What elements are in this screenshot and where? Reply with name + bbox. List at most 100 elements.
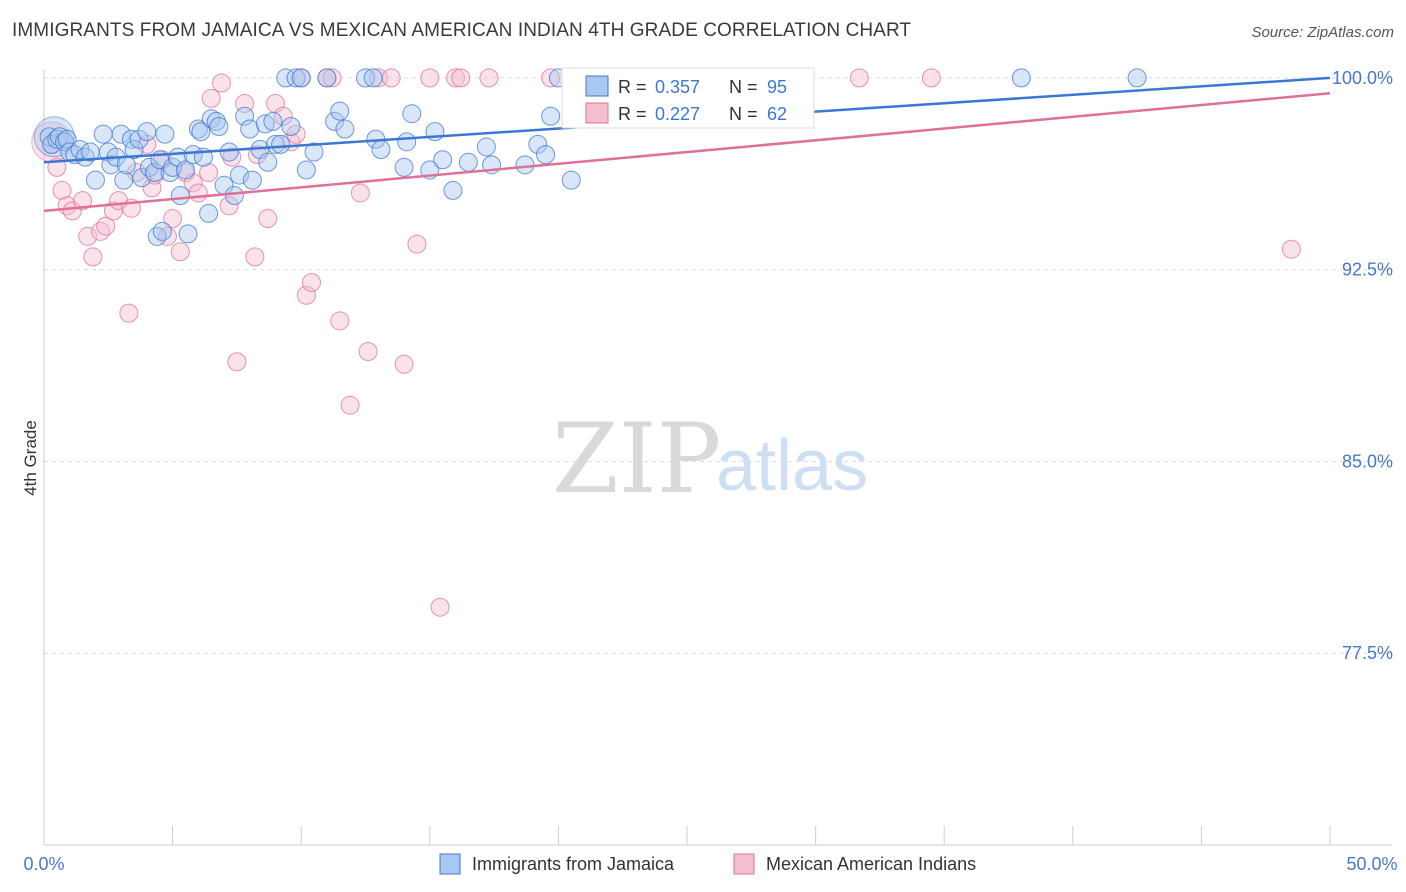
point-immigrants-from-jamaica bbox=[356, 68, 375, 88]
point-mexican-american-indians bbox=[78, 226, 98, 246]
point-immigrants-from-jamaica bbox=[371, 139, 391, 159]
point-mexican-american-indians bbox=[446, 68, 466, 88]
point-mexican-american-indians bbox=[119, 303, 139, 323]
point-mexican-american-indians bbox=[199, 163, 219, 183]
point-mexican-american-indians bbox=[247, 145, 267, 165]
watermark-atlas: atlas bbox=[716, 426, 868, 506]
stats-legend: R = 0.357 N = 95 R = 0.227 N = 62 bbox=[561, 67, 815, 129]
point-immigrants-from-jamaica bbox=[363, 68, 383, 88]
y-tick-label: 100.0% bbox=[1332, 68, 1393, 88]
y-tick-labels: 100.0% 92.5% 85.0% 77.5% bbox=[1332, 68, 1393, 663]
y-tick-label: 85.0% bbox=[1342, 451, 1393, 471]
y-tick-label: 77.5% bbox=[1342, 643, 1393, 663]
point-mexican-american-indians bbox=[322, 68, 342, 88]
point-immigrants-from-jamaica bbox=[93, 124, 113, 144]
point-mexican-american-indians bbox=[96, 216, 116, 236]
x-tick-label-max: 50.0% bbox=[1346, 854, 1397, 874]
point-immigrants-from-jamaica bbox=[433, 150, 453, 170]
point-mexican-american-indians bbox=[163, 209, 183, 229]
point-immigrants-from-jamaica bbox=[57, 129, 77, 149]
point-immigrants-from-jamaica bbox=[402, 104, 422, 124]
point-mexican-american-indians bbox=[1281, 239, 1301, 259]
legend-label-jamaica: Immigrants from Jamaica bbox=[472, 854, 675, 874]
legend-label-mexican-american-indians: Mexican American Indians bbox=[766, 854, 976, 874]
point-mexican-american-indians bbox=[430, 597, 450, 617]
point-mexican-american-indians bbox=[350, 183, 370, 203]
point-immigrants-from-jamaica bbox=[235, 106, 255, 126]
point-immigrants-from-jamaica bbox=[85, 170, 105, 190]
point-immigrants-from-jamaica bbox=[175, 160, 195, 180]
point-mexican-american-indians bbox=[245, 247, 265, 267]
point-immigrants-from-jamaica bbox=[258, 152, 278, 172]
point-mexican-american-indians bbox=[273, 106, 293, 126]
point-immigrants-from-jamaica bbox=[219, 142, 239, 162]
point-mexican-american-indians bbox=[340, 395, 360, 415]
point-immigrants-from-jamaica bbox=[443, 180, 463, 200]
point-mexican-american-indians bbox=[83, 247, 103, 267]
watermark-zip: ZIP bbox=[552, 403, 721, 515]
point-immigrants-from-jamaica bbox=[188, 119, 208, 139]
point-immigrants-from-jamaica bbox=[147, 226, 167, 246]
stats-n-label-pink: N = bbox=[729, 104, 758, 124]
point-immigrants-from-jamaica bbox=[242, 170, 262, 190]
point-immigrants-from-jamaica bbox=[1011, 68, 1031, 88]
point-mexican-american-indians bbox=[52, 180, 72, 200]
point-immigrants-from-jamaica bbox=[561, 170, 581, 190]
point-mexican-american-indians bbox=[170, 242, 190, 262]
point-immigrants-from-jamaica bbox=[1127, 68, 1147, 88]
point-immigrants-from-jamaica bbox=[155, 124, 175, 144]
point-immigrants-from-jamaica bbox=[541, 106, 561, 126]
point-mexican-american-indians bbox=[541, 68, 561, 88]
point-mexican-american-indians bbox=[62, 201, 82, 221]
legend-swatch-jamaica bbox=[439, 853, 461, 875]
point-mexican-american-indians bbox=[142, 178, 162, 198]
point-immigrants-from-jamaica bbox=[229, 165, 249, 185]
point-mexican-american-indians bbox=[201, 88, 221, 108]
point-immigrants-from-jamaica bbox=[271, 134, 291, 154]
grid-lines bbox=[44, 77, 1392, 654]
point-immigrants-from-jamaica bbox=[330, 101, 350, 121]
x-tick-label-min: 0.0% bbox=[23, 854, 64, 874]
point-immigrants-from-jamaica bbox=[178, 224, 198, 244]
point-immigrants-from-jamaica bbox=[49, 127, 69, 147]
point-mexican-american-indians bbox=[227, 352, 247, 372]
point-immigrants-from-jamaica bbox=[281, 116, 301, 136]
point-immigrants-from-jamaica bbox=[170, 186, 190, 206]
point-mexican-american-indians bbox=[258, 209, 278, 229]
point-mexican-american-indians bbox=[358, 341, 378, 361]
point-mexican-american-indians bbox=[479, 68, 499, 88]
point-immigrants-from-jamaica bbox=[209, 116, 229, 136]
point-immigrants-from-jamaica bbox=[124, 139, 144, 159]
point-mexican-american-indians bbox=[849, 68, 869, 88]
point-mexican-american-indians bbox=[219, 196, 239, 216]
legend-swatch-mexican-american-indians bbox=[733, 853, 755, 875]
axes bbox=[43, 70, 1392, 846]
point-immigrants-from-jamaica bbox=[255, 114, 275, 134]
point-immigrants-from-jamaica bbox=[394, 157, 414, 177]
point-immigrants-from-jamaica bbox=[139, 157, 159, 177]
stats-r-label-blue: R = bbox=[618, 77, 647, 97]
source-label: Source: ZipAtlas.com bbox=[1251, 24, 1394, 41]
point-immigrants-from-jamaica bbox=[145, 163, 165, 183]
point-mexican-american-indians bbox=[91, 221, 111, 241]
point-immigrants-from-jamaica bbox=[291, 68, 311, 88]
point-mexican-american-indians bbox=[188, 183, 208, 203]
point-immigrants-from-jamaica bbox=[47, 129, 67, 149]
point-immigrants-from-jamaica bbox=[296, 160, 316, 180]
point-mexican-american-indians bbox=[157, 226, 177, 246]
stats-swatch-pink bbox=[585, 102, 609, 124]
point-mexican-american-indians bbox=[211, 73, 231, 93]
point-immigrants-from-jamaica bbox=[276, 68, 296, 88]
point-immigrants-from-jamaica bbox=[317, 68, 337, 88]
chart-title: IMMIGRANTS FROM JAMAICA VS MEXICAN AMERI… bbox=[12, 20, 912, 41]
point-immigrants-from-jamaica bbox=[224, 186, 244, 206]
point-immigrants-from-jamaica bbox=[201, 109, 221, 129]
point-immigrants-from-jamaica bbox=[129, 129, 149, 149]
point-mexican-american-indians bbox=[73, 191, 93, 211]
point-immigrants-from-jamaica bbox=[199, 203, 219, 223]
x-ticks bbox=[43, 826, 1331, 845]
point-immigrants-from-jamaica bbox=[325, 111, 345, 131]
point-mexican-american-indians bbox=[222, 147, 242, 167]
point-mexican-american-indians bbox=[301, 272, 321, 292]
